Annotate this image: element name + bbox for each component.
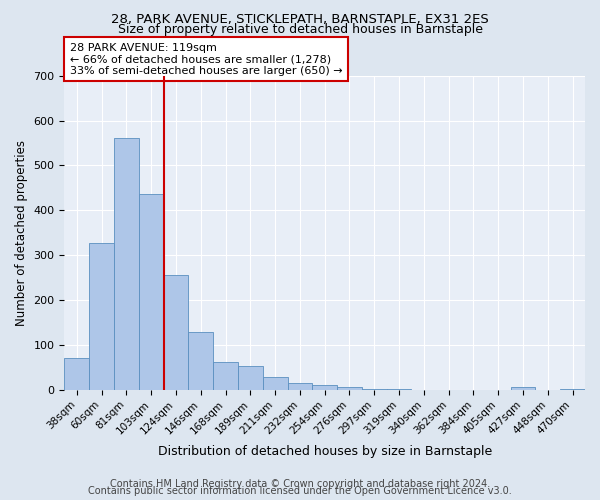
- Text: Contains HM Land Registry data © Crown copyright and database right 2024.: Contains HM Land Registry data © Crown c…: [110, 479, 490, 489]
- Bar: [114, 138, 139, 390]
- Bar: [64, 358, 89, 390]
- Text: Size of property relative to detached houses in Barnstaple: Size of property relative to detached ho…: [118, 22, 482, 36]
- Bar: [362, 388, 386, 390]
- Bar: [188, 332, 213, 390]
- Bar: [313, 385, 337, 390]
- X-axis label: Distribution of detached houses by size in Barnstaple: Distribution of detached houses by size …: [158, 444, 492, 458]
- Bar: [337, 388, 362, 390]
- Bar: [213, 362, 238, 390]
- Text: 28 PARK AVENUE: 119sqm
← 66% of detached houses are smaller (1,278)
33% of semi-: 28 PARK AVENUE: 119sqm ← 66% of detached…: [70, 42, 342, 76]
- Bar: [287, 383, 313, 390]
- Bar: [511, 388, 535, 390]
- Bar: [238, 366, 263, 390]
- Text: 28, PARK AVENUE, STICKLEPATH, BARNSTAPLE, EX31 2ES: 28, PARK AVENUE, STICKLEPATH, BARNSTAPLE…: [111, 12, 489, 26]
- Bar: [164, 275, 188, 390]
- Bar: [560, 388, 585, 390]
- Bar: [89, 242, 114, 390]
- Y-axis label: Number of detached properties: Number of detached properties: [15, 140, 28, 326]
- Text: Contains public sector information licensed under the Open Government Licence v3: Contains public sector information licen…: [88, 486, 512, 496]
- Bar: [263, 377, 287, 390]
- Bar: [139, 194, 164, 390]
